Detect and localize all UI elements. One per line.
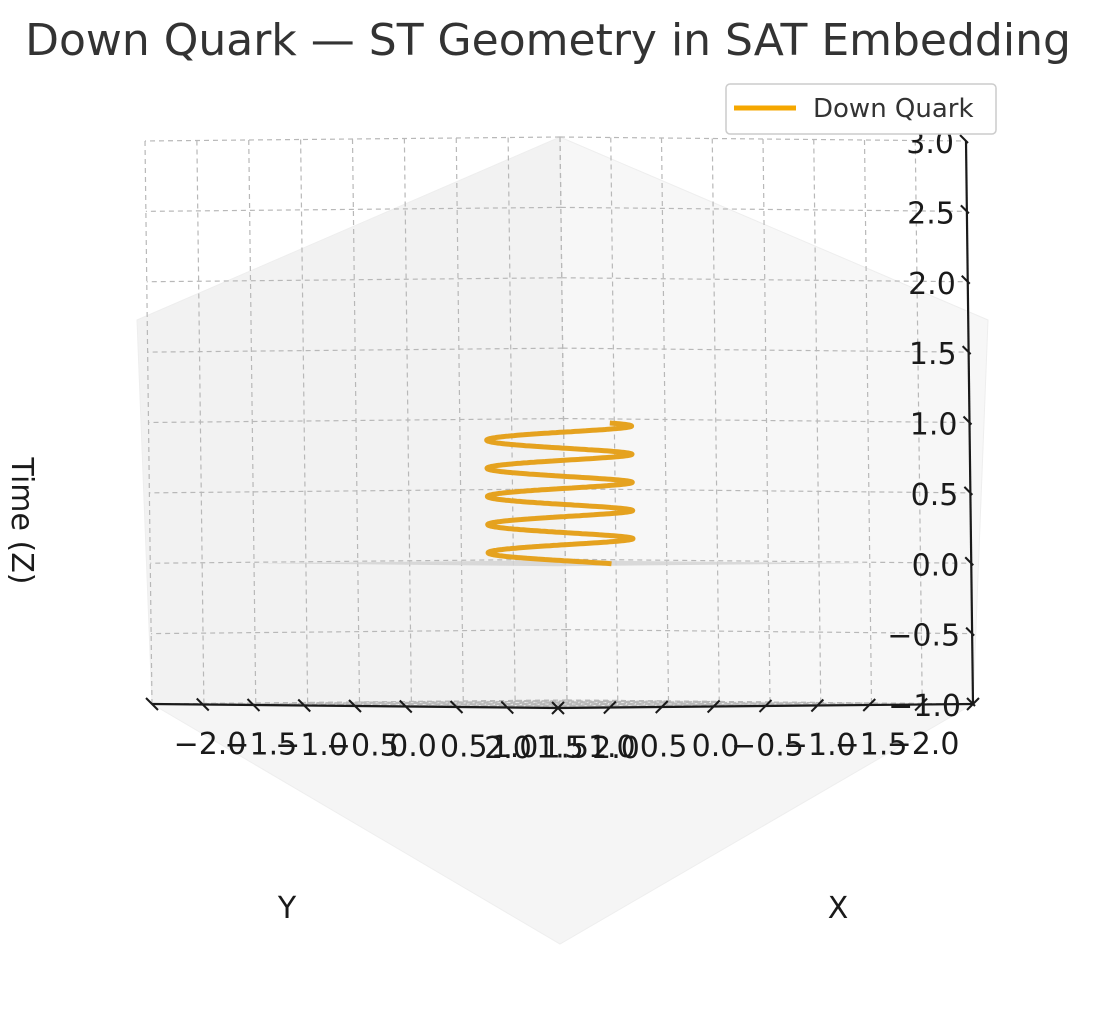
y-tick-label-1: −1.5 — [835, 728, 908, 763]
z-tick-label-7: 2.5 — [907, 196, 955, 231]
x-tick-label-3: −0.5 — [326, 729, 399, 764]
grid — [144, 136, 974, 709]
x-tick-0 — [145, 697, 159, 711]
gridline-floor-x-3 — [304, 700, 720, 707]
back-panes — [136, 136, 989, 945]
z-tick-2 — [964, 556, 974, 566]
gridline-floor-y-3 — [411, 700, 818, 707]
y-tick-label-6: 1.0 — [588, 730, 636, 765]
x-tick-4 — [348, 699, 362, 713]
gridline-left-z-6 — [146, 277, 562, 283]
gridline-right-x-1 — [610, 137, 619, 701]
x-tick-label-1: −1.5 — [224, 728, 297, 763]
y-tick-5 — [706, 699, 721, 714]
y-tick-8 — [551, 701, 565, 715]
y-tick-label-3: −0.5 — [731, 729, 804, 764]
y-tick-1 — [914, 697, 928, 712]
gridline-right-z-0 — [566, 699, 974, 705]
y-tick-3 — [810, 698, 825, 713]
z-tick-5 — [961, 345, 972, 355]
gridline-floor-x-1 — [202, 699, 618, 706]
gridline-floor-y-4 — [359, 701, 766, 707]
gridline-right-z-1 — [566, 629, 973, 635]
x-tick-label-8: 2.0 — [592, 731, 640, 766]
gridline-left-z-1 — [151, 629, 567, 635]
gridline-floor-y-1 — [515, 699, 922, 706]
z-tick-label-4: 1.0 — [910, 408, 958, 443]
legend: Down Quark — [725, 83, 997, 135]
z-tick-label-0: −1.0 — [888, 689, 961, 724]
x-tick-6 — [449, 700, 464, 714]
y-tick-label-8: 2.0 — [484, 731, 532, 766]
x-tick-label-2: −1.0 — [275, 728, 348, 763]
x-tick-label-5: 0.5 — [440, 730, 488, 765]
y-tick-label-4: 0.0 — [692, 729, 740, 764]
gridline-left-z-7 — [145, 206, 561, 212]
x-tick-7 — [500, 700, 514, 715]
gridline-right-x-4 — [762, 138, 771, 703]
z-tick-label-2: 0.0 — [912, 548, 960, 583]
x-tick-1 — [196, 697, 210, 712]
y-tick-label-2: −1.0 — [783, 728, 856, 763]
z-tick-0 — [966, 697, 976, 707]
x-tick-label-0: −2.0 — [174, 727, 247, 762]
y-tick-2 — [862, 698, 876, 712]
x-tick-5 — [399, 699, 413, 714]
z-tick-8 — [959, 134, 969, 144]
legend-label-down-quark: Down Quark — [813, 94, 974, 124]
z-tick-4 — [962, 415, 973, 426]
gridline-right-x-3 — [711, 138, 720, 702]
x-tick-label-4: 0.0 — [389, 729, 437, 764]
z-tick-label-3: 0.5 — [911, 478, 959, 513]
gridline-floor-y-2 — [463, 700, 870, 706]
legend-box — [725, 83, 997, 135]
gridline-left-z-4 — [148, 417, 564, 424]
gridline-right-z-2 — [565, 558, 972, 564]
z-tick-6 — [961, 275, 971, 285]
gridline-left-y-5 — [300, 139, 309, 703]
chart-title: Down Quark — ST Geometry in SAT Embeddin… — [25, 15, 1071, 66]
gridline-right-z-6 — [561, 277, 968, 283]
x-axis-label: X — [828, 891, 849, 926]
axes: −2.0−1.5−1.0−0.50.0 0.5 1.0 1.5 2.0 −2.0−1.5−… — [145, 126, 980, 766]
x-tick-label-6: 1.0 — [491, 730, 539, 765]
x-tick-3 — [297, 698, 311, 713]
y-tick-label-7: 1.5 — [536, 731, 584, 766]
y-axis-label: Y — [277, 891, 297, 926]
gridline-right-z-5 — [562, 347, 969, 353]
y-tick-label-5: 0.5 — [640, 730, 688, 765]
gridline-floor-y-5 — [307, 701, 714, 708]
series-line-down-quark — [484, 420, 636, 567]
gridline-left-y-6 — [248, 139, 257, 704]
z-tick-label-1: −0.5 — [887, 619, 960, 654]
gridline-right-z-7 — [560, 206, 967, 212]
gridline-left-z-8 — [144, 136, 561, 142]
y-tick-6 — [655, 700, 669, 714]
y-tick-7 — [603, 700, 617, 715]
x-tick-2 — [246, 698, 261, 712]
gridline-right-z-3 — [564, 488, 971, 494]
z-axis-label: Time (Z) — [4, 457, 39, 585]
gridline-right-z-4 — [563, 417, 970, 424]
z-tick-7 — [960, 204, 970, 215]
gridline-left-z-3 — [149, 488, 565, 494]
gridline-left-z-2 — [150, 558, 566, 564]
gridline-left-z-5 — [147, 347, 563, 353]
y-tick-label-0: −2.0 — [887, 727, 960, 762]
z-tick-label-6: 2.0 — [908, 267, 956, 302]
gridline-left-z-0 — [151, 699, 568, 705]
gridline-floor-y-6 — [255, 702, 662, 708]
gridline-right-x-6 — [863, 139, 873, 704]
z-zero-plane — [252, 560, 869, 567]
z-tick-3 — [963, 486, 974, 496]
y-tick-4 — [758, 699, 773, 713]
gridline-left-y-1 — [507, 137, 516, 701]
z-tick-1 — [965, 626, 975, 637]
x-tick-label-7: 1.5 — [541, 731, 589, 766]
gridline-right-z-8 — [559, 136, 967, 142]
z-tick-label-5: 1.5 — [909, 337, 957, 372]
